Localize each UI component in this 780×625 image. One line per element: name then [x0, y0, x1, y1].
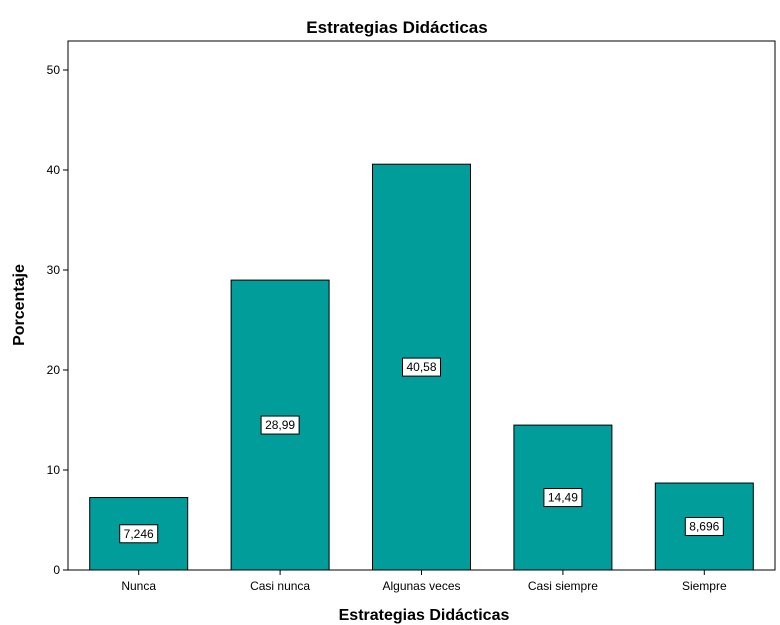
x-tick-label: Algunas veces	[382, 579, 460, 593]
data-label: 40,58	[406, 360, 436, 374]
y-axis: 0 10 20 30 40 50	[47, 63, 68, 577]
data-label-box	[543, 488, 583, 508]
data-label-box	[684, 517, 724, 537]
x-tick-label: Nunca	[121, 579, 156, 593]
chart-title: Estrategias Didácticas	[306, 18, 487, 37]
x-axis: Nunca Casi nunca Algunas veces Casi siempre…	[121, 570, 727, 593]
data-label-box	[402, 357, 441, 377]
x-tick-label: Casi siempre	[528, 579, 598, 593]
data-label-box	[119, 524, 159, 544]
data-label: 8,696	[689, 520, 719, 534]
data-label-box	[260, 415, 300, 435]
x-tick-label: Casi nunca	[250, 579, 310, 593]
y-tick-label: 10	[47, 463, 61, 477]
data-label: 28,99	[265, 418, 295, 432]
y-tick-label: 50	[47, 63, 61, 77]
y-tick-label: 40	[47, 163, 61, 177]
y-tick-label: 20	[47, 363, 61, 377]
y-axis-label: Porcentaje	[11, 264, 28, 346]
bars-group: 7,246 28,99 40,58 14,49 8,696	[89, 163, 754, 571]
y-tick-label: 30	[47, 263, 61, 277]
data-label: 14,49	[548, 491, 578, 505]
data-label: 7,246	[124, 527, 154, 541]
x-axis-label: Estrategias Didácticas	[339, 607, 510, 624]
x-tick-label: Siempre	[682, 579, 727, 593]
y-tick-label: 0	[53, 563, 60, 577]
